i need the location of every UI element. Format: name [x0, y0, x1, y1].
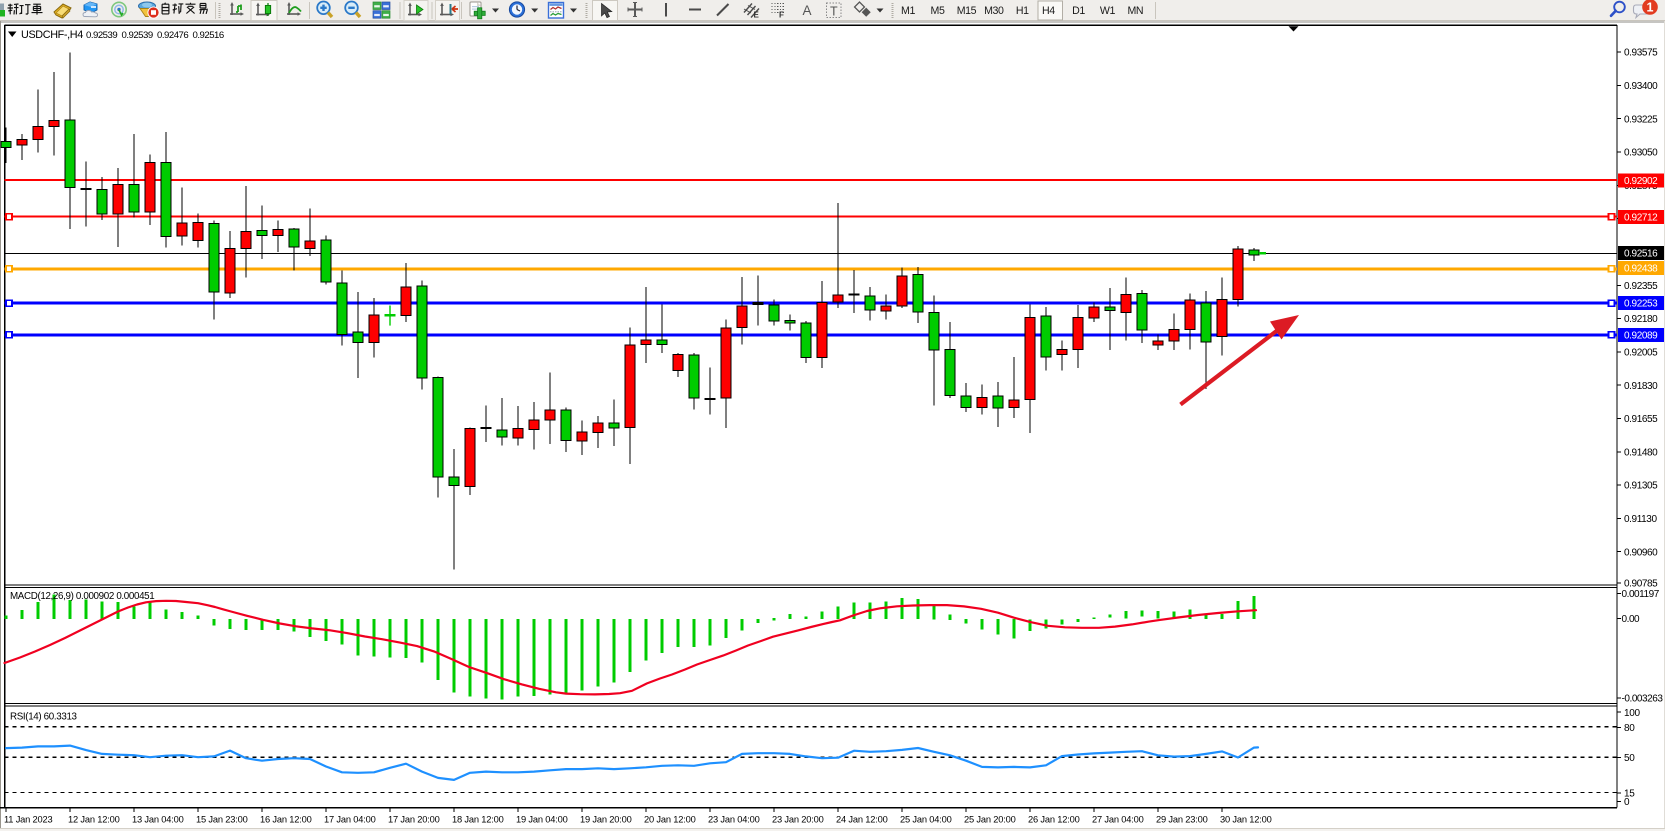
svg-text:0.93050: 0.93050	[1624, 148, 1658, 159]
svg-text:0.91655: 0.91655	[1624, 414, 1658, 425]
svg-text:0.90960: 0.90960	[1624, 547, 1658, 558]
svg-text:17 Jan 04:00: 17 Jan 04:00	[324, 814, 376, 824]
svg-text:0.91830: 0.91830	[1624, 381, 1658, 392]
svg-text:USDCHF-,H4: USDCHF-,H4	[21, 29, 83, 41]
svg-text:0: 0	[1624, 797, 1630, 808]
svg-text:15 Jan 23:00: 15 Jan 23:00	[196, 814, 248, 824]
svg-text:80: 80	[1624, 723, 1635, 734]
svg-text:16 Jan 12:00: 16 Jan 12:00	[260, 814, 312, 824]
svg-text:MACD(12,26,9) 0.000902 0.00045: MACD(12,26,9) 0.000902 0.000451	[10, 591, 154, 602]
svg-text:0.92712: 0.92712	[1624, 213, 1658, 224]
svg-text:MN: MN	[1127, 5, 1143, 17]
svg-text:H1: H1	[1016, 5, 1029, 17]
svg-text:0.90785: 0.90785	[1624, 579, 1658, 590]
svg-text:27 Jan 04:00: 27 Jan 04:00	[1092, 814, 1144, 824]
svg-text:100: 100	[1624, 708, 1641, 719]
svg-text:E: E	[754, 11, 760, 20]
svg-text:20 Jan 12:00: 20 Jan 12:00	[644, 814, 696, 824]
svg-text:0.92516: 0.92516	[1624, 249, 1658, 260]
svg-text:0.91305: 0.91305	[1624, 481, 1658, 492]
svg-text:0.93400: 0.93400	[1624, 81, 1658, 92]
svg-text:26 Jan 12:00: 26 Jan 12:00	[1028, 814, 1080, 824]
svg-text:M1: M1	[901, 5, 915, 17]
svg-text:23 Jan 04:00: 23 Jan 04:00	[708, 814, 760, 824]
svg-text:0.92539 0.92539 0.92476 0.9: 0.92539 0.92539 0.92476 0.92516	[86, 30, 224, 41]
svg-text:0.92005: 0.92005	[1624, 348, 1658, 359]
svg-text:25 Jan 20:00: 25 Jan 20:00	[964, 814, 1016, 824]
svg-text:0.92355: 0.92355	[1624, 281, 1658, 292]
svg-text:17 Jan 20:00: 17 Jan 20:00	[388, 814, 440, 824]
svg-text:50: 50	[1624, 753, 1635, 764]
svg-text:0.92438: 0.92438	[1624, 264, 1658, 275]
svg-text:0.92089: 0.92089	[1624, 331, 1658, 342]
svg-text:0.00: 0.00	[1622, 614, 1641, 625]
svg-text:0.91130: 0.91130	[1624, 514, 1657, 525]
svg-text:W1: W1	[1100, 5, 1116, 17]
svg-text:0.92180: 0.92180	[1624, 314, 1658, 325]
svg-text:12 Jan 12:00: 12 Jan 12:00	[68, 814, 120, 824]
svg-text:23 Jan 20:00: 23 Jan 20:00	[772, 814, 824, 824]
svg-text:M30: M30	[984, 5, 1004, 17]
svg-text:T: T	[830, 5, 838, 19]
svg-text:29 Jan 23:00: 29 Jan 23:00	[1156, 814, 1208, 824]
svg-text:0.93575: 0.93575	[1624, 48, 1658, 59]
svg-text:13 Jan 04:00: 13 Jan 04:00	[132, 814, 184, 824]
svg-text:24 Jan 12:00: 24 Jan 12:00	[836, 814, 888, 824]
svg-text:-0.003263: -0.003263	[1622, 693, 1664, 704]
svg-text:M15: M15	[957, 5, 977, 17]
svg-text:25 Jan 04:00: 25 Jan 04:00	[900, 814, 952, 824]
svg-text:A: A	[803, 3, 812, 18]
svg-text:0.92253: 0.92253	[1624, 299, 1658, 310]
svg-text:0.92902: 0.92902	[1624, 176, 1658, 187]
svg-text:19 Jan 20:00: 19 Jan 20:00	[580, 814, 632, 824]
svg-text:0.93225: 0.93225	[1624, 114, 1658, 125]
svg-text:0.91480: 0.91480	[1624, 447, 1658, 458]
svg-text:15: 15	[1624, 789, 1635, 800]
svg-text:30 Jan 12:00: 30 Jan 12:00	[1220, 814, 1272, 824]
svg-text:11 Jan 2023: 11 Jan 2023	[4, 814, 53, 824]
svg-text:18 Jan 12:00: 18 Jan 12:00	[452, 814, 504, 824]
svg-text:RSI(14) 60.3313: RSI(14) 60.3313	[10, 711, 78, 722]
svg-text:1: 1	[1647, 1, 1654, 15]
svg-text:F: F	[779, 11, 784, 20]
svg-text:D1: D1	[1072, 5, 1085, 17]
svg-text:0.001197: 0.001197	[1622, 589, 1660, 600]
svg-text:H4: H4	[1042, 5, 1055, 17]
svg-text:M5: M5	[931, 5, 945, 17]
svg-text:19 Jan 04:00: 19 Jan 04:00	[516, 814, 568, 824]
